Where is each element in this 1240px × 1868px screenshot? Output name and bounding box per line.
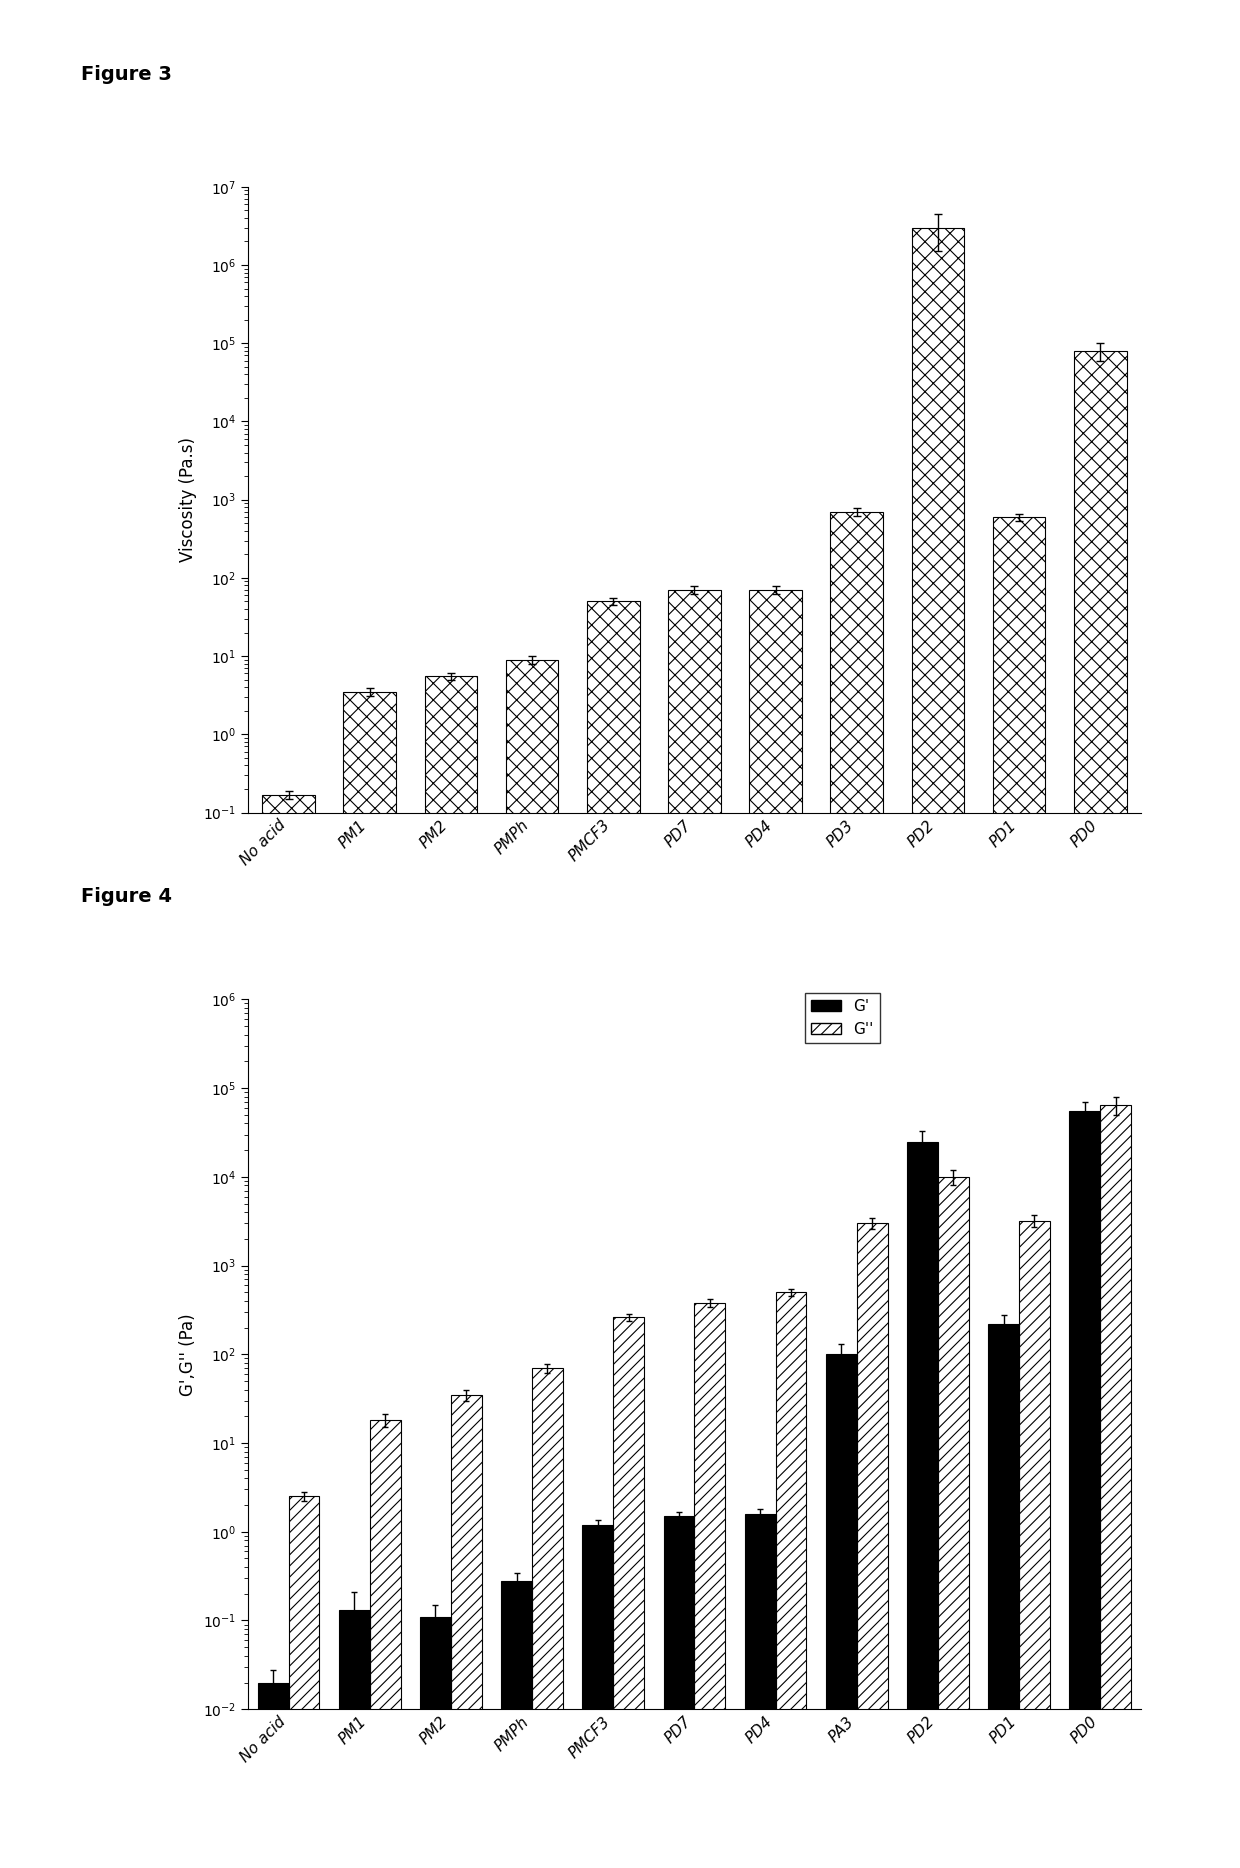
- Bar: [857, 1224, 888, 1868]
- Bar: [663, 1517, 694, 1868]
- Bar: [501, 1580, 532, 1868]
- Bar: [1069, 1111, 1100, 1868]
- Bar: [583, 1524, 614, 1868]
- Bar: [339, 1610, 370, 1868]
- Bar: [424, 676, 477, 1868]
- Legend: G', G'': G', G'': [805, 992, 880, 1042]
- Bar: [1019, 1222, 1050, 1868]
- Bar: [262, 794, 315, 1868]
- Bar: [506, 659, 558, 1868]
- Bar: [937, 1177, 968, 1868]
- Bar: [532, 1367, 563, 1868]
- Bar: [258, 1683, 289, 1868]
- Bar: [775, 1293, 806, 1868]
- Bar: [906, 1141, 937, 1868]
- Bar: [988, 1324, 1019, 1868]
- Bar: [343, 691, 396, 1868]
- Bar: [831, 512, 883, 1868]
- Y-axis label: G',G'' (Pa): G',G'' (Pa): [180, 1313, 197, 1395]
- Bar: [749, 590, 802, 1868]
- Bar: [289, 1496, 320, 1868]
- Bar: [993, 517, 1045, 1868]
- Bar: [911, 228, 965, 1868]
- Bar: [451, 1395, 482, 1868]
- Bar: [1074, 351, 1127, 1868]
- Bar: [614, 1317, 644, 1868]
- Text: Figure 3: Figure 3: [81, 65, 171, 84]
- Bar: [745, 1513, 775, 1868]
- Bar: [826, 1354, 857, 1868]
- Y-axis label: Viscosity (Pa.s): Viscosity (Pa.s): [180, 437, 197, 562]
- Bar: [1100, 1104, 1131, 1868]
- Bar: [694, 1302, 725, 1868]
- Bar: [668, 590, 720, 1868]
- Text: Figure 4: Figure 4: [81, 887, 171, 906]
- Bar: [370, 1420, 401, 1868]
- Bar: [587, 601, 640, 1868]
- Bar: [420, 1618, 451, 1868]
